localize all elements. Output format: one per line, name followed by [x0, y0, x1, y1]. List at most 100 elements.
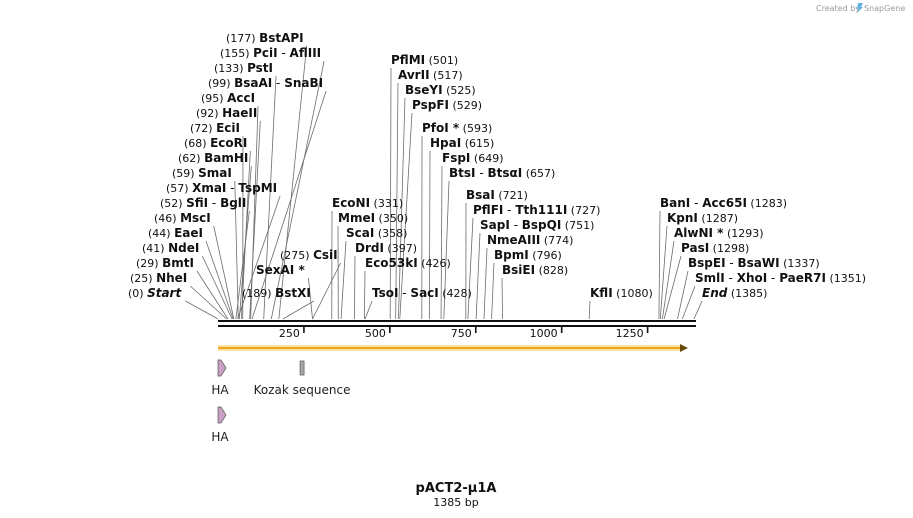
enzyme-label-nhei[interactable]: (25) NheI — [130, 271, 187, 285]
enzyme-label-bsiei[interactable]: BsiEI (828) — [502, 263, 568, 277]
enzyme-name: BsiEI — [502, 263, 535, 277]
enzyme-label-start[interactable]: (0) Start — [128, 286, 182, 300]
leader-line-nmeaiii — [483, 247, 488, 320]
leader-line-sexai — [308, 277, 313, 320]
enzyme-label-bmti[interactable]: (29) BmtI — [136, 256, 194, 270]
enzyme-label-eco53ki[interactable]: Eco53kI (426) — [365, 256, 451, 270]
enzyme-name: BsaWI — [738, 256, 780, 270]
enzyme-label-btsi-bts-i[interactable]: BtsI - BtsαI (657) — [449, 166, 555, 180]
enzyme-label-ndei[interactable]: (41) NdeI — [142, 241, 199, 255]
enzyme-label-bstxi[interactable]: (189) BstXI — [242, 286, 311, 300]
enzyme-name: BglI — [220, 196, 246, 210]
enzyme-position: (525) — [443, 84, 476, 97]
enzyme-label-bpmi[interactable]: BpmI (796) — [494, 248, 562, 262]
enzyme-name: PstI — [247, 61, 273, 75]
enzyme-label-eaei[interactable]: (44) EaeI — [148, 226, 203, 240]
enzyme-label-drdi[interactable]: DrdI (397) — [355, 241, 417, 255]
enzyme-label-ecori[interactable]: (68) EcoRI — [184, 136, 247, 150]
enzyme-label-bstapi[interactable]: (177) BstAPI — [226, 31, 304, 45]
enzyme-label-fspi[interactable]: FspI (649) — [442, 151, 503, 165]
enzyme-name: Eco53kI — [365, 256, 418, 270]
enzyme-label-hpai[interactable]: HpaI (615) — [430, 136, 494, 150]
enzyme-name: BmtI — [162, 256, 194, 270]
enzyme-label-smai[interactable]: (59) SmaI — [172, 166, 232, 180]
enzyme-label-acci[interactable]: (95) AccI — [201, 91, 255, 105]
enzyme-label-avrii[interactable]: AvrII (517) — [398, 68, 463, 82]
leader-line-nhei — [190, 285, 227, 320]
enzyme-label-end[interactable]: End (1385) — [702, 286, 767, 300]
enzyme-label-sapi-bspqi[interactable]: SapI - BspQI (751) — [480, 218, 594, 232]
enzyme-label-sexai[interactable]: SexAI * — [256, 263, 305, 277]
enzyme-name: SfiI — [186, 196, 208, 210]
enzyme-name: DrdI — [355, 241, 384, 255]
enzyme-position: (649) — [470, 152, 503, 165]
enzyme-position: (615) — [461, 137, 494, 150]
enzyme-label-psti[interactable]: (133) PstI — [214, 61, 273, 75]
enzyme-label-econi[interactable]: EcoNI (331) — [332, 196, 403, 210]
enzyme-position: (1287) — [698, 212, 738, 225]
enzyme-name: AlwNI * — [674, 226, 724, 240]
isoschizomer-separator: - — [767, 271, 779, 285]
enzyme-position: (796) — [529, 249, 562, 262]
enzyme-position: (1293) — [723, 227, 763, 240]
enzyme-label-pspfi[interactable]: PspFI (529) — [412, 98, 482, 112]
enzyme-label-bspei-bsawi[interactable]: BspEI - BsaWI (1337) — [688, 256, 820, 270]
enzyme-position: (133) — [214, 62, 247, 75]
ruler-ticks: 250 500 750 1000 1250 — [279, 327, 649, 340]
enzyme-position: (1298) — [709, 242, 749, 255]
feature-arrow-ha-0[interactable] — [217, 359, 227, 377]
enzyme-label-smli-xhoi-paer7i[interactable]: SmlI - XhoI - PaeR7I (1351) — [695, 271, 866, 285]
enzyme-position: (428) — [439, 287, 472, 300]
enzyme-label-mmei[interactable]: MmeI (350) — [338, 211, 408, 225]
enzyme-label-haeii[interactable]: (92) HaeII — [196, 106, 257, 120]
enzyme-label-xmai-tspmi[interactable]: (57) XmaI - TspMI — [166, 181, 277, 195]
enzyme-label-pflfi-tth111i[interactable]: PflFI - Tth111I (727) — [473, 203, 600, 217]
enzyme-label-bani-acc65i[interactable]: BanI - Acc65I (1283) — [660, 196, 787, 210]
enzyme-name: HpaI — [430, 136, 461, 150]
isoschizomer-separator: - — [503, 203, 515, 217]
enzyme-label-kpni[interactable]: KpnI (1287) — [667, 211, 738, 225]
enzyme-label-csii[interactable]: (275) CsiI — [280, 248, 338, 262]
enzyme-label-pfoi[interactable]: PfoI * (593) — [422, 121, 492, 135]
enzyme-position: (72) — [190, 122, 216, 135]
enzyme-name: BstAPI — [259, 31, 304, 45]
enzyme-position: (751) — [561, 219, 594, 232]
enzyme-label-pcii-afliii[interactable]: (155) PciI - AflIII — [220, 46, 321, 60]
leader-line-haeii — [249, 120, 261, 320]
enzyme-name: PasI — [681, 241, 709, 255]
enzyme-position: (517) — [430, 69, 463, 82]
enzyme-position: (68) — [184, 137, 210, 150]
feature-box-kozak-sequence-1[interactable] — [299, 360, 305, 376]
enzyme-label-bsai[interactable]: BsaI (721) — [466, 188, 528, 202]
enzyme-labels: (177) BstAPI(155) PciI - AflIII(133) Pst… — [128, 31, 866, 300]
sequence-backbone — [218, 320, 696, 327]
enzyme-position: (59) — [172, 167, 198, 180]
enzyme-name: TsoI — [372, 286, 398, 300]
enzyme-leader-lines — [185, 45, 703, 320]
enzyme-label-kfli[interactable]: KflI (1080) — [590, 286, 653, 300]
orf-arrow[interactable] — [218, 344, 688, 352]
map-title: pACT2-μ1A — [416, 481, 497, 496]
leader-line-kpni — [659, 225, 668, 320]
enzyme-label-alwni[interactable]: AlwNI * (1293) — [674, 226, 764, 240]
enzyme-label-pasi[interactable]: PasI (1298) — [681, 241, 749, 255]
enzyme-name: BtsαI — [487, 166, 522, 180]
enzyme-label-scai[interactable]: ScaI (358) — [346, 226, 407, 240]
enzyme-label-ecii[interactable]: (72) EciI — [190, 121, 240, 135]
enzyme-label-msci[interactable]: (46) MscI — [154, 211, 211, 225]
leader-line-kfli — [588, 300, 591, 320]
enzyme-label-tsoi-saci[interactable]: TsoI - SacI (428) — [372, 286, 472, 300]
enzyme-label-bseyi[interactable]: BseYI (525) — [405, 83, 476, 97]
enzyme-position: (1337) — [780, 257, 820, 270]
feature-arrow-ha-2[interactable] — [217, 406, 227, 424]
enzyme-label-bsaai-snabi[interactable]: (99) BsaAI - SnaBI — [208, 76, 323, 90]
enzyme-label-sfii-bgli[interactable]: (52) SfiI - BglI — [160, 196, 246, 210]
enzyme-name: BsaAI — [234, 76, 272, 90]
enzyme-name: PciI — [253, 46, 278, 60]
enzyme-label-pflmi[interactable]: PflMI (501) — [391, 53, 458, 67]
enzyme-position: (52) — [160, 197, 186, 210]
isoschizomer-separator: - — [476, 166, 488, 180]
enzyme-label-bamhi[interactable]: (62) BamHI — [178, 151, 248, 165]
enzyme-name: NdeI — [168, 241, 199, 255]
enzyme-label-nmeaiii[interactable]: NmeAIII (774) — [487, 233, 573, 247]
